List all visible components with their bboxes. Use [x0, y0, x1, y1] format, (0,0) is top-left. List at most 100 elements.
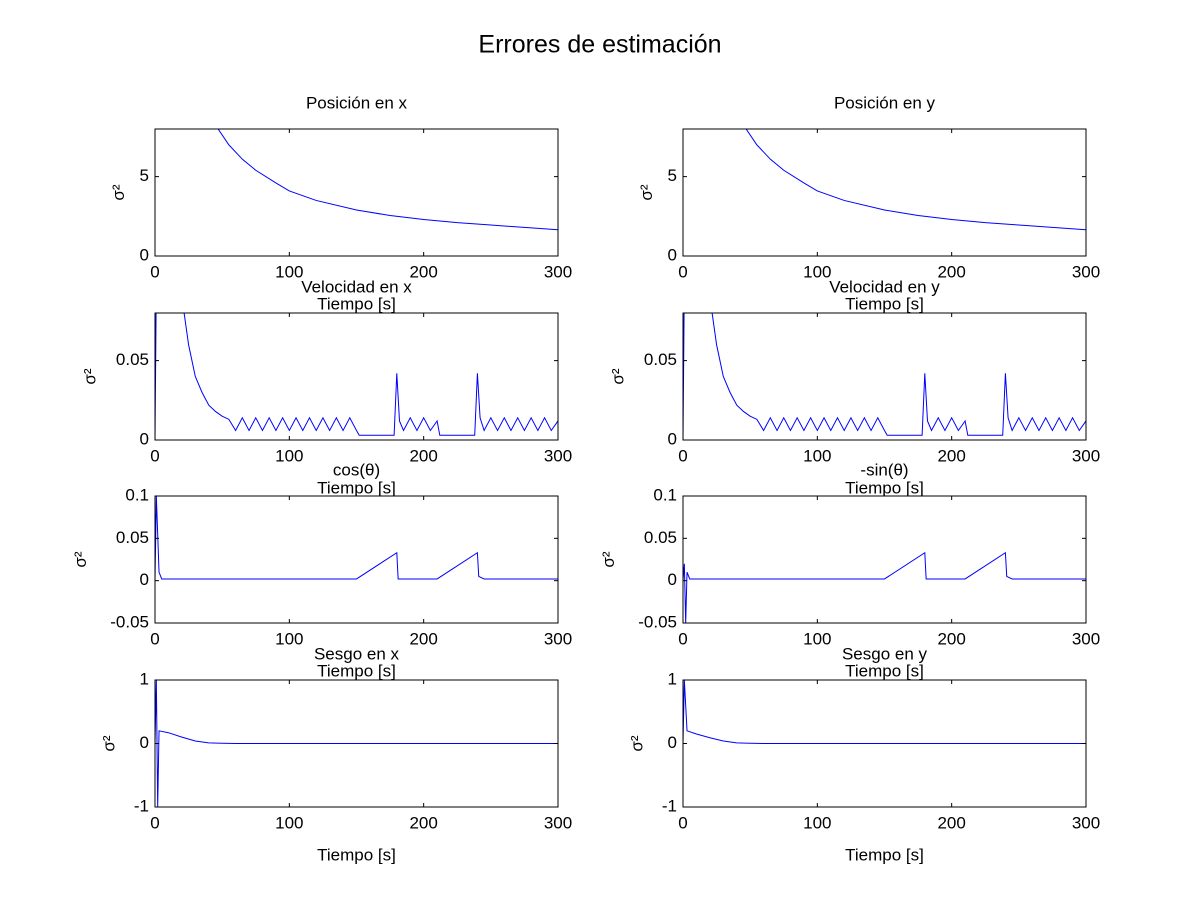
- subplot-title: -sin(θ): [860, 460, 908, 479]
- subplot-title: Sesgo en y: [842, 644, 928, 663]
- x-tick-label: 0: [678, 446, 687, 465]
- data-line: [155, 496, 558, 581]
- x-tick-label: 200: [409, 629, 437, 648]
- y-axis-label: σ²: [80, 368, 99, 384]
- y-tick-label: 0.05: [644, 528, 677, 547]
- x-tick-label: 100: [275, 813, 303, 832]
- axes-box: [154, 128, 559, 257]
- x-axis-label: Tiempo [s]: [317, 478, 396, 497]
- x-tick-label: 0: [150, 813, 159, 832]
- data-line: [683, 551, 1086, 623]
- x-tick-label: 200: [409, 813, 437, 832]
- y-axis-label: σ²: [637, 184, 656, 200]
- plot-area: [683, 129, 1086, 256]
- subplot-title: Sesgo en x: [314, 644, 400, 663]
- data-line: [683, 680, 1086, 744]
- data-line: [683, 313, 1086, 440]
- x-axis-label: Tiempo [s]: [317, 294, 396, 313]
- plot-area: [683, 496, 1086, 623]
- y-axis-label: σ²: [71, 551, 90, 567]
- x-tick-label: 100: [803, 629, 831, 648]
- x-axis-label: Tiempo [s]: [317, 845, 396, 864]
- axes-box: [154, 495, 559, 624]
- plot-area: [155, 496, 558, 623]
- axes-box: [682, 128, 1087, 257]
- x-tick-label: 100: [275, 262, 303, 281]
- x-tick-label: 100: [803, 262, 831, 281]
- x-tick-label: 200: [937, 813, 965, 832]
- x-axis-label: Tiempo [s]: [845, 661, 924, 680]
- y-tick-label: 5: [668, 166, 677, 185]
- x-tick-label: 200: [937, 446, 965, 465]
- x-tick-label: 0: [150, 629, 159, 648]
- x-tick-label: 100: [275, 629, 303, 648]
- plot-area: [155, 313, 558, 440]
- y-axis-label: σ²: [99, 735, 118, 751]
- plot-lines: [745, 129, 1086, 231]
- figure-title: Errores de estimación: [478, 31, 721, 59]
- y-tick-label: 0.05: [116, 350, 149, 369]
- x-tick-label: 0: [678, 629, 687, 648]
- y-tick-label: 0: [668, 245, 677, 264]
- plot-lines: [683, 680, 1086, 744]
- x-tick-label: 300: [1072, 446, 1100, 465]
- subplot-title: Posición en y: [834, 93, 936, 112]
- x-tick-label: 300: [1072, 262, 1100, 281]
- x-tick-label: 300: [1072, 629, 1100, 648]
- y-tick-label: 0: [140, 570, 149, 589]
- plot-lines: [155, 680, 558, 807]
- plot-lines: [155, 496, 558, 581]
- y-tick-label: -0.05: [110, 612, 149, 631]
- y-axis-label: σ²: [599, 551, 618, 567]
- x-axis-label: Tiempo [s]: [845, 478, 924, 497]
- axes-box: [682, 312, 1087, 441]
- y-axis-label: σ²: [608, 368, 627, 384]
- x-tick-label: 200: [409, 446, 437, 465]
- x-tick-label: 0: [150, 262, 159, 281]
- axes-box: [682, 495, 1087, 624]
- x-tick-label: 300: [544, 262, 572, 281]
- plot-lines: [683, 313, 1086, 440]
- x-tick-label: 300: [544, 813, 572, 832]
- subplot-title: Velocidad en y: [829, 277, 940, 296]
- x-tick-label: 200: [937, 629, 965, 648]
- data-line: [155, 313, 558, 440]
- y-tick-label: 0.05: [644, 350, 677, 369]
- y-tick-label: 0: [668, 570, 677, 589]
- y-tick-label: 0.1: [653, 485, 677, 504]
- subplot-title: Posición en x: [306, 93, 408, 112]
- y-tick-label: 0: [140, 245, 149, 264]
- subplot-title: cos(θ): [333, 460, 380, 479]
- plot-lines: [155, 313, 558, 440]
- plot-lines: [217, 129, 558, 231]
- x-tick-label: 0: [150, 446, 159, 465]
- data-line: [217, 129, 558, 231]
- y-axis-label: σ²: [109, 184, 128, 200]
- y-tick-label: 1: [668, 669, 677, 688]
- y-tick-label: 0: [668, 733, 677, 752]
- y-axis-label: σ²: [627, 735, 646, 751]
- plot-area: [683, 313, 1086, 440]
- x-axis-label: Tiempo [s]: [317, 661, 396, 680]
- data-line: [155, 680, 558, 807]
- y-tick-label: -0.05: [638, 612, 677, 631]
- axes-box: [154, 312, 559, 441]
- x-tick-label: 100: [275, 446, 303, 465]
- x-tick-label: 200: [937, 262, 965, 281]
- x-tick-label: 0: [678, 813, 687, 832]
- subplot-title: Velocidad en x: [301, 277, 412, 296]
- x-tick-label: 200: [409, 262, 437, 281]
- y-tick-label: 0: [668, 429, 677, 448]
- y-tick-label: 0.05: [116, 528, 149, 547]
- y-tick-label: -1: [134, 796, 149, 815]
- x-tick-label: 300: [544, 629, 572, 648]
- plot-lines: [683, 551, 1086, 623]
- data-line: [745, 129, 1086, 231]
- y-tick-label: 1: [140, 669, 149, 688]
- y-tick-label: 0.1: [125, 485, 149, 504]
- x-axis-label: Tiempo [s]: [845, 294, 924, 313]
- x-tick-label: 0: [678, 262, 687, 281]
- x-tick-label: 300: [1072, 813, 1100, 832]
- y-tick-label: 5: [140, 166, 149, 185]
